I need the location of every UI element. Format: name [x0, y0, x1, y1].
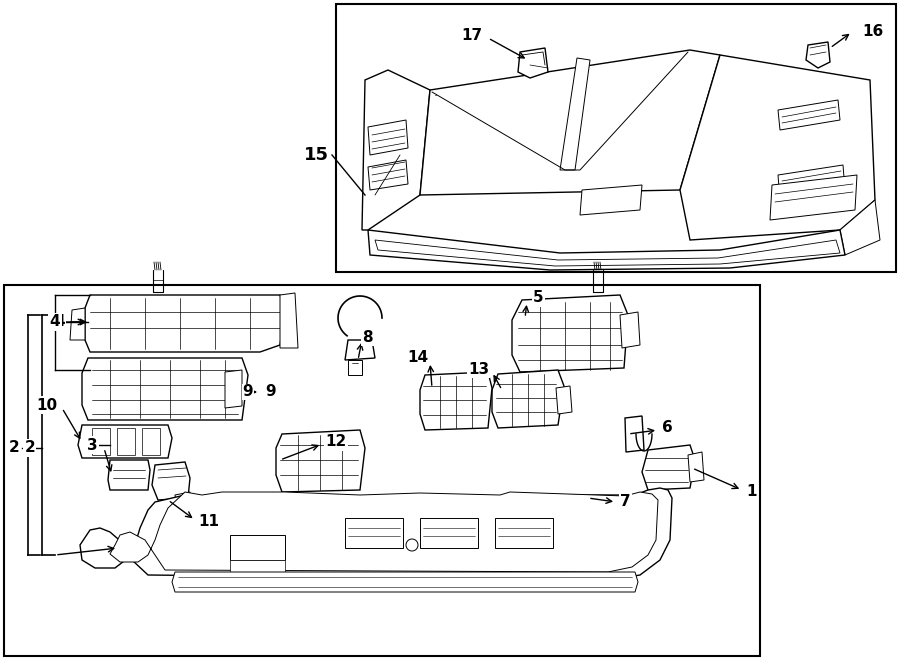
Polygon shape	[420, 50, 720, 195]
Polygon shape	[80, 488, 672, 580]
Polygon shape	[778, 165, 845, 200]
Polygon shape	[560, 58, 590, 170]
Bar	[4, 285, 760, 656]
Text: 2: 2	[24, 440, 35, 455]
Polygon shape	[642, 445, 695, 490]
Polygon shape	[230, 560, 285, 572]
Text: 14: 14	[407, 350, 428, 366]
Bar	[336, 4, 896, 272]
Polygon shape	[82, 358, 248, 420]
Polygon shape	[368, 160, 408, 190]
Polygon shape	[806, 42, 830, 68]
Text: 6: 6	[662, 420, 673, 436]
Polygon shape	[492, 370, 564, 428]
Text: 10: 10	[36, 397, 57, 412]
Text: 2: 2	[9, 440, 20, 455]
Text: 13: 13	[468, 362, 489, 377]
Polygon shape	[420, 518, 478, 548]
Polygon shape	[280, 293, 298, 348]
Polygon shape	[375, 240, 840, 266]
Polygon shape	[225, 370, 242, 408]
Circle shape	[406, 539, 418, 551]
Polygon shape	[556, 386, 572, 414]
Polygon shape	[345, 340, 375, 360]
Polygon shape	[420, 372, 492, 430]
Polygon shape	[512, 295, 628, 372]
Polygon shape	[110, 492, 658, 572]
Polygon shape	[85, 295, 285, 352]
Text: 17: 17	[461, 28, 482, 42]
Polygon shape	[230, 535, 285, 560]
Polygon shape	[175, 492, 192, 512]
Polygon shape	[345, 518, 403, 548]
Polygon shape	[78, 425, 172, 458]
Polygon shape	[362, 70, 430, 230]
Text: 8: 8	[362, 329, 373, 344]
Polygon shape	[368, 120, 408, 155]
Text: 3: 3	[87, 438, 98, 453]
Text: 9: 9	[265, 385, 275, 399]
Polygon shape	[108, 460, 150, 490]
Polygon shape	[688, 452, 704, 482]
Text: 5: 5	[533, 290, 544, 305]
Polygon shape	[142, 428, 160, 455]
Text: 15: 15	[304, 146, 329, 164]
Text: 7: 7	[620, 494, 631, 510]
Polygon shape	[840, 200, 880, 255]
Polygon shape	[770, 175, 857, 220]
Polygon shape	[276, 430, 365, 492]
Polygon shape	[70, 308, 85, 340]
Polygon shape	[172, 572, 638, 592]
Polygon shape	[495, 518, 553, 548]
Text: 1: 1	[746, 485, 757, 500]
Polygon shape	[778, 100, 840, 130]
Polygon shape	[348, 360, 362, 375]
Polygon shape	[518, 48, 548, 78]
Text: 4: 4	[55, 315, 66, 329]
Text: 4: 4	[50, 315, 60, 329]
Polygon shape	[620, 312, 640, 348]
Polygon shape	[625, 416, 644, 452]
Polygon shape	[152, 462, 190, 500]
Polygon shape	[117, 428, 135, 455]
Polygon shape	[368, 230, 845, 270]
Text: 11: 11	[198, 514, 219, 529]
Text: 16: 16	[862, 24, 883, 40]
Text: 12: 12	[325, 434, 346, 449]
Polygon shape	[92, 428, 110, 455]
Text: 9: 9	[243, 385, 253, 399]
Polygon shape	[580, 185, 642, 215]
Polygon shape	[680, 55, 875, 240]
